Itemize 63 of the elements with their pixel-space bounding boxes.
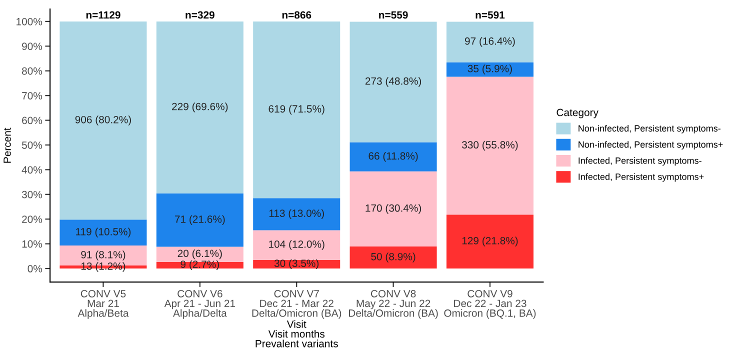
bar: [156, 21, 244, 194]
data-label: 20 (6.1%): [178, 249, 222, 260]
legend-title: Category: [556, 108, 598, 118]
annotation: n=329: [186, 11, 214, 19]
data-label: 9 (2.7%): [180, 260, 219, 270]
bar: [156, 193, 244, 247]
data-label: 619 (71.5%): [268, 104, 324, 115]
x-tick-label: CONV V5 Mar 21 Alpha/Beta: [78, 290, 129, 319]
x-tick-label: CONV V7 Dec 21 - Mar 22 Delta/Omicron (BA): [252, 290, 342, 319]
data-label: 113 (13.0%): [269, 209, 324, 220]
legend-label: Infected, Persistent symptoms+: [578, 173, 704, 182]
data-label: 273 (48.8%): [365, 77, 422, 87]
bar: [253, 230, 340, 260]
y-tick-label: 40%: [22, 166, 42, 174]
data-label: 97 (16.4%): [465, 37, 515, 47]
bar: [156, 246, 244, 262]
data-label: 66 (11.8%): [368, 152, 418, 162]
y-tick-label: 30%: [22, 190, 42, 198]
x-tick-label: CONV V6 Apr 21 - Jun 21 Alpha/Delta: [164, 290, 236, 319]
bar: [253, 198, 340, 230]
data-label: 906 (80.2%): [75, 116, 131, 126]
annotation: n=1129: [86, 11, 120, 19]
data-label: 119 (10.5%): [76, 228, 131, 238]
y-tick-label: 10%: [22, 240, 42, 248]
data-label: 35 (5.9%): [468, 64, 512, 74]
bar: [253, 21, 340, 198]
x-tick-label: CONV V9 Dec 22 - Jan 23 Omicron (BQ.1, BA): [444, 290, 536, 319]
y-tick-label: 90%: [22, 42, 42, 50]
y-tick-label: 80%: [22, 67, 42, 75]
legend-label: Non-infected, Persistent symptoms+: [578, 141, 723, 150]
bar: [60, 21, 147, 220]
annotation: n=559: [379, 11, 408, 19]
bar: [446, 214, 534, 269]
y-tick-label: 20%: [22, 216, 42, 223]
annotation: n=591: [476, 11, 505, 19]
y-axis-title: Percent: [4, 128, 11, 163]
annotation: n=866: [282, 11, 312, 19]
legend-label: Non-infected, Persistent symptoms-: [578, 124, 720, 134]
data-label: 129 (21.8%): [462, 236, 518, 246]
x-axis-title: Visit Visit months Prevalent variants: [256, 320, 338, 348]
y-tick-label: 100%: [16, 18, 42, 26]
data-label: 71 (21.6%): [174, 215, 225, 225]
bar: [446, 22, 534, 62]
bar: [60, 220, 147, 246]
data-label: 104 (12.0%): [269, 240, 324, 250]
data-label: 229 (69.6%): [172, 102, 228, 112]
y-tick-label: 60%: [22, 116, 42, 124]
legend-label: Infected, Persistent symptoms-: [578, 157, 702, 166]
data-label: 91 (8.1%): [81, 250, 126, 260]
bar: [350, 246, 437, 269]
bar: [350, 142, 437, 172]
x-tick-label: CONV V8 May 22 - Jun 22 Delta/Omicron (BA): [349, 290, 438, 319]
y-tick-label: 70%: [22, 92, 42, 100]
data-label: 330 (55.8%): [462, 140, 518, 151]
bar: [446, 76, 534, 215]
bar: [350, 22, 437, 142]
bar: [446, 62, 534, 77]
y-tick-label: 0%: [28, 265, 42, 272]
y-tick-label: 50%: [22, 141, 42, 149]
data-label: 30 (3.5%): [274, 259, 319, 270]
data-label: 50 (8.9%): [371, 252, 416, 262]
data-label: 170 (30.4%): [366, 204, 422, 214]
bar: [350, 171, 437, 247]
